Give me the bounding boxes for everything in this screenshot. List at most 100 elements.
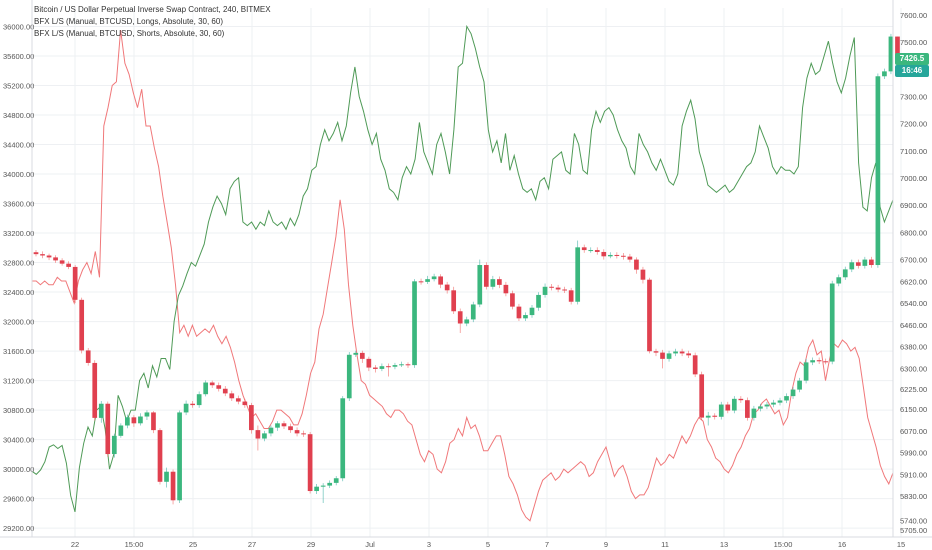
candle-body <box>653 351 659 353</box>
right-axis-tick-label: 7500.00 <box>900 38 927 47</box>
candle-body <box>523 315 528 319</box>
candle-body <box>399 364 404 366</box>
right-axis-tick-label: 6620.00 <box>900 277 927 286</box>
chart-legend: Bitcoin / US Dollar Perpetual Inverse Sw… <box>34 4 271 40</box>
candle-body <box>751 408 757 418</box>
candle-body <box>679 351 685 354</box>
candle-body <box>816 360 822 362</box>
legend-longs: BFX L/S (Manual, BTCUSD, Longs, Absolute… <box>34 17 223 26</box>
candle-body <box>438 276 443 285</box>
right-axis-tick-label: 6460.00 <box>900 321 927 330</box>
candle-body <box>85 350 91 363</box>
legend-shorts: BFX L/S (Manual, BTCUSD, Shorts, Absolut… <box>34 29 225 38</box>
candle-body <box>614 254 620 256</box>
right-axis-tick-label: 5910.00 <box>900 470 927 479</box>
candle-body <box>392 365 398 367</box>
candle-body <box>607 254 613 257</box>
right-axis-tick-label: 5740.00 <box>900 517 927 526</box>
left-axis-tick-label: 31600.00 <box>3 347 34 356</box>
candle-body <box>451 290 457 312</box>
legend-title: Bitcoin / US Dollar Perpetual Inverse Sw… <box>34 5 271 14</box>
candle-body <box>307 434 313 492</box>
candle-body <box>836 277 842 284</box>
last-price-tag: 7426.5 <box>895 53 929 65</box>
candle-body <box>483 265 489 287</box>
candle-body <box>105 403 111 455</box>
candle-body <box>353 352 359 355</box>
candle-body <box>327 482 333 486</box>
x-axis-tick-label: 5 <box>486 540 490 549</box>
candle-body <box>888 36 894 72</box>
candle-body <box>895 36 900 59</box>
right-axis-tick-label: 6900.00 <box>900 201 927 210</box>
candle-body <box>745 400 750 418</box>
candle-body <box>705 415 711 418</box>
candle-body <box>79 299 85 351</box>
x-axis-tick-label: 15 <box>897 540 905 549</box>
left-axis-tick-label: 35200.00 <box>3 81 34 90</box>
candle-body <box>777 400 783 403</box>
candle-body <box>862 259 868 266</box>
right-axis-tick-label: 6700.00 <box>900 256 927 265</box>
candle-body <box>405 364 411 366</box>
left-axis-tick-label: 36000.00 <box>3 22 34 31</box>
candle-body <box>111 435 117 455</box>
candle-body <box>40 254 45 256</box>
candle-body <box>686 353 691 356</box>
candle-body <box>731 398 737 411</box>
candle-body <box>470 304 476 320</box>
x-axis-tick-label: Jul <box>365 540 375 549</box>
candle-body <box>594 250 600 252</box>
candle-body <box>660 352 665 359</box>
right-axis-tick-label: 6800.00 <box>900 228 927 237</box>
right-axis-tick-label: 6225.00 <box>900 385 927 394</box>
x-axis-tick-label: 16 <box>838 540 846 549</box>
candle-body <box>882 71 887 77</box>
candle-body <box>125 417 130 426</box>
candle-body <box>575 247 581 302</box>
candle-body <box>555 287 561 290</box>
candle-body <box>849 262 855 270</box>
candle-body <box>131 417 137 424</box>
x-axis-tick-label: 9 <box>604 540 608 549</box>
candle-body <box>229 393 235 399</box>
candle-body <box>92 362 98 418</box>
right-axis-tick-label: 6540.00 <box>900 299 927 308</box>
candle-body <box>255 430 261 439</box>
candle-body <box>275 423 280 428</box>
candle-body <box>33 252 39 255</box>
right-axis-tick-label: 7100.00 <box>900 147 927 156</box>
right-axis-tick-label: 6380.00 <box>900 343 927 352</box>
candle-body <box>46 255 52 258</box>
candle-body <box>118 425 124 436</box>
candle-body <box>568 290 574 302</box>
candle-body <box>288 426 293 431</box>
candle-body <box>170 471 176 501</box>
candle-body <box>477 265 483 305</box>
candle-body <box>758 406 763 409</box>
candle-body <box>346 354 352 399</box>
candle-body <box>699 374 705 418</box>
x-axis-tick-label: 15:00 <box>125 540 144 549</box>
candle-body <box>177 412 182 501</box>
right-axis-tick-label: 5830.00 <box>900 492 927 501</box>
candle-body <box>503 284 509 294</box>
candle-body <box>510 293 515 307</box>
left-axis-tick-label: 30000.00 <box>3 465 34 474</box>
candle-body <box>314 486 319 492</box>
candle-body <box>464 319 470 324</box>
candle-body <box>164 471 169 482</box>
candle-body <box>412 281 417 366</box>
left-axis-tick-label: 34800.00 <box>3 111 34 120</box>
right-axis-tick-label: 6150.00 <box>900 405 927 414</box>
candle-body <box>542 286 548 295</box>
candle-body <box>692 355 698 375</box>
candle-body <box>536 294 541 308</box>
candle-body <box>373 367 378 369</box>
shorts-series-line <box>32 30 894 522</box>
left-axis-tick-label: 29200.00 <box>3 524 34 533</box>
x-axis-tick-label: 22 <box>71 540 79 549</box>
candle-body <box>810 360 815 363</box>
candle-body <box>53 257 58 261</box>
